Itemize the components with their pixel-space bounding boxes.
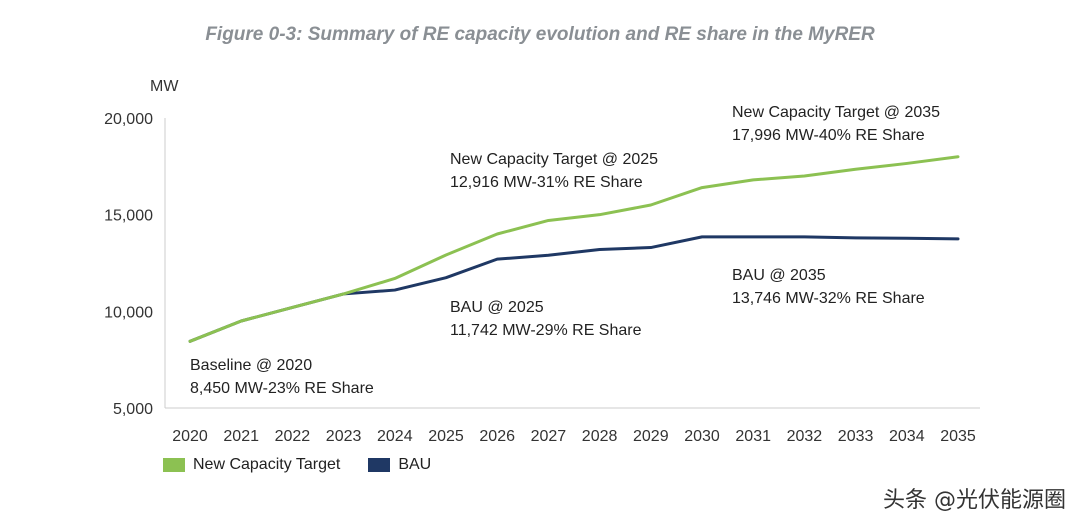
x-tick-label: 2030 [684,428,720,445]
series-lines [188,155,960,343]
x-tick-label: 2035 [940,428,976,445]
y-tick-label: 5,000 [113,401,153,418]
x-tick-label: 2034 [889,428,925,445]
annotation-title: BAU @ 2025 [450,299,544,316]
annotation-title: BAU @ 2035 [732,267,826,284]
y-tick-label: 10,000 [104,304,153,321]
legend-item-new-capacity: New Capacity Target [163,456,340,474]
x-tick-label: 2024 [377,428,413,445]
x-tick-label: 2027 [531,428,567,445]
legend-label-new-capacity: New Capacity Target [193,456,341,473]
legend-swatch-new-capacity [163,458,185,472]
x-tick-label: 2031 [735,428,771,445]
y-axis-ticks: 5,000 10,000 15,000 20,000 [104,111,153,418]
annotation-value: 13,746 MW-32% RE Share [732,290,925,307]
annotation-value: 17,996 MW-40% RE Share [732,127,925,144]
x-tick-label: 2026 [479,428,515,445]
annotation-title: New Capacity Target @ 2035 [732,104,940,121]
annotation-value: 11,742 MW-29% RE Share [450,322,642,339]
y-axis-unit-label: MW [150,78,179,95]
x-tick-label: 2023 [326,428,362,445]
chart-title: Figure 0-3: Summary of RE capacity evolu… [205,24,875,45]
x-tick-label: 2022 [275,428,311,445]
x-tick-label: 2029 [633,428,669,445]
annotations: Baseline @ 2020 8,450 MW-23% RE Share BAU … [190,104,940,397]
legend-swatch-bau [368,458,391,472]
annotation-value: 12,916 MW-31% RE Share [450,174,643,191]
x-tick-label: 2032 [787,428,823,445]
x-axis-ticks: 2020 2021 2022 2023 2024 2025 2026 2027 2028 2029… [172,428,976,445]
x-tick-label: 2020 [172,428,208,445]
watermark: 头条 @光伏能源圈 [883,488,1066,513]
annotation-title: New Capacity Target @ 2025 [450,151,658,168]
annotation-title: Baseline @ 2020 [190,357,312,374]
y-tick-label: 20,000 [104,111,153,128]
legend: New Capacity Target BAU [163,456,459,474]
legend-item-bau: BAU [368,456,431,474]
x-tick-label: 2025 [428,428,464,445]
legend-label-bau: BAU [398,456,432,473]
x-tick-label: 2033 [838,428,874,445]
series-line-new-capacity-target [188,155,960,343]
x-tick-label: 2028 [582,428,618,445]
x-tick-label: 2021 [223,428,259,445]
y-tick-label: 15,000 [104,208,153,225]
annotation-value: 8,450 MW-23% RE Share [190,380,374,397]
